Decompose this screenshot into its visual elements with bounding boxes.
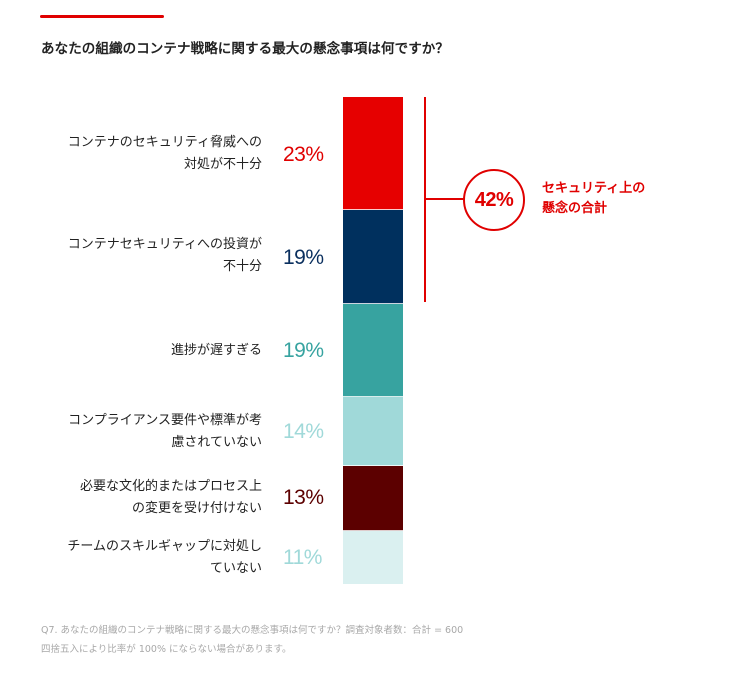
bracket-connector <box>424 198 464 200</box>
bar-segment <box>343 397 403 466</box>
value-label: 14% <box>283 420 324 443</box>
category-label: コンテナのセキュリティ脅威への 対処が不十分 <box>67 135 262 172</box>
bar-segment <box>343 304 403 397</box>
bar-segment <box>343 531 403 584</box>
category-label: 必要な文化的またはプロセス上 の変更を受け付けない <box>79 479 262 516</box>
value-label: 19% <box>283 246 324 269</box>
footnote-question: Q7. あなたの組織のコンテナ戦略に関する最大の懸念事項は何ですか？調査対象者数… <box>41 625 464 636</box>
value-label: 11% <box>283 546 322 569</box>
callout-label: セキュリティ上の 懸念の合計 <box>542 181 646 216</box>
value-label: 13% <box>283 486 324 509</box>
chart-title: あなたの組織のコンテナ戦略に関する最大の懸念事項は何ですか？ <box>41 41 449 57</box>
total-circle: 42% <box>463 169 525 231</box>
bar-segment <box>343 210 403 304</box>
bar-segment <box>343 466 403 531</box>
bar-segment <box>343 97 403 210</box>
category-label: コンプライアンス要件や標準が考 慮されていない <box>68 413 262 450</box>
category-label: コンテナセキュリティへの投資が 不十分 <box>67 237 262 274</box>
accent-line <box>40 15 164 18</box>
category-label: 進捗が遅すぎる <box>170 343 262 358</box>
value-label: 19% <box>283 339 324 362</box>
total-value: 42% <box>474 188 514 211</box>
footnote-rounding: 四捨五入により比率が 100% にならない場合があります。 <box>41 644 292 655</box>
category-label: チームのスキルギャップに対処し ていない <box>67 539 262 576</box>
value-label: 23% <box>283 143 324 166</box>
